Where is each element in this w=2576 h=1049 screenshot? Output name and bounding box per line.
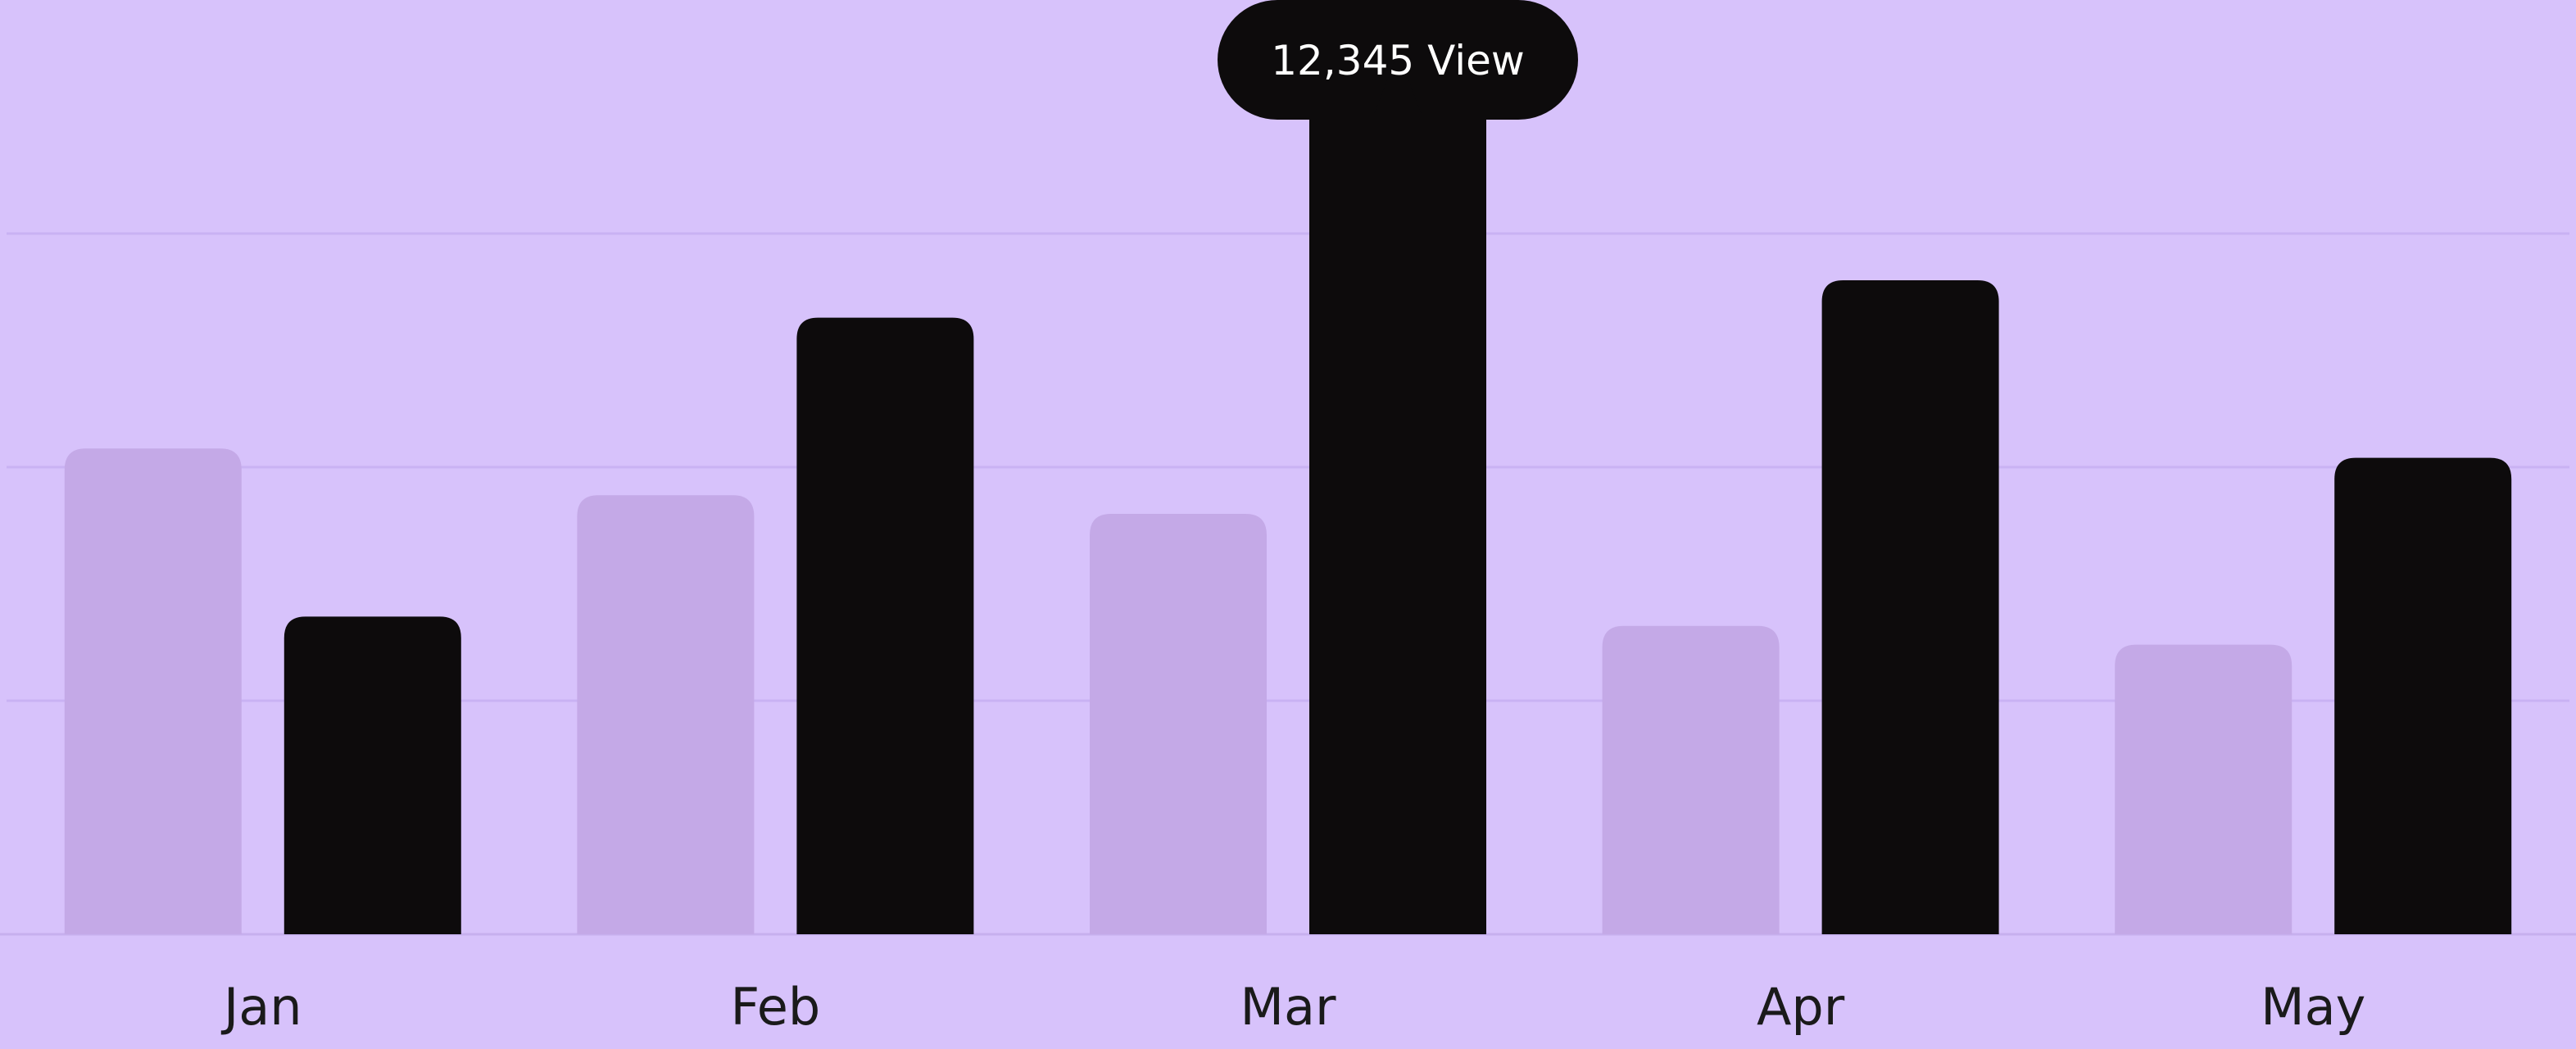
x-tick-label-mar: Mar [1240, 977, 1336, 1037]
x-tick-label-jan: Jan [220, 977, 302, 1037]
bar-may-series-1 [2115, 644, 2293, 934]
tooltip-pointer [1373, 52, 1422, 116]
bar-jan-series-2 [283, 616, 461, 934]
x-axis-labels: Jan Feb Mar Apr May [220, 977, 2365, 1037]
bar-jan-series-1 [64, 448, 242, 934]
bar-mar-series-1 [1090, 514, 1267, 934]
x-tick-label-may: May [2261, 977, 2365, 1037]
tooltip-text: 12,345 View [1271, 37, 1525, 84]
bars-layer [64, 93, 2512, 935]
x-tick-label-apr: Apr [1757, 977, 1845, 1037]
x-tick-label-feb: Feb [731, 977, 821, 1037]
bar-mar-series-2 [1309, 93, 1486, 934]
tooltip: 12,345 View [1218, 0, 1578, 120]
bar-feb-series-1 [577, 495, 755, 934]
bar-apr-series-2 [1821, 280, 1999, 934]
bar-feb-series-2 [796, 317, 974, 935]
bar-apr-series-1 [1602, 625, 1780, 934]
bar-may-series-2 [2334, 457, 2512, 934]
